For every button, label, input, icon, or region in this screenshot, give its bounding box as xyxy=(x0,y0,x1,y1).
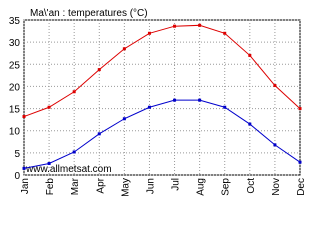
x-tick-label: Apr xyxy=(95,177,106,193)
x-tick-label: Dec xyxy=(296,178,305,196)
point-marker xyxy=(198,98,202,102)
y-tick-label: 35 xyxy=(9,16,21,27)
series-line xyxy=(23,99,301,169)
x-tick-label: Jan xyxy=(20,178,31,194)
point-marker xyxy=(47,105,51,109)
point-marker xyxy=(147,31,151,35)
chart: Ma\'an : temperatures (°C) 0 5 10 15 20 25 30 3… xyxy=(9,8,305,197)
y-tick-label: 20 xyxy=(9,82,21,93)
point-marker xyxy=(122,117,126,121)
chart-title: Ma\'an : temperatures (°C) xyxy=(30,8,148,19)
point-marker xyxy=(198,23,202,27)
x-tick-label: Mar xyxy=(70,177,81,195)
y-tick-label: 30 xyxy=(9,38,21,49)
point-marker xyxy=(97,68,101,72)
point-marker xyxy=(248,122,252,126)
x-tick-label: Jun xyxy=(145,178,156,194)
x-tick-label: May xyxy=(120,178,131,197)
watermark: www.allmetsat.com xyxy=(25,164,112,175)
point-marker xyxy=(173,98,177,102)
x-tick-label: Jul xyxy=(171,178,182,191)
point-marker xyxy=(273,143,277,147)
point-marker xyxy=(97,132,101,136)
point-marker xyxy=(147,105,151,109)
point-marker xyxy=(22,115,26,119)
point-marker xyxy=(273,84,277,88)
y-tick-label: 25 xyxy=(9,60,21,71)
x-tick-label: Feb xyxy=(45,178,56,196)
y-tick-label: 0 xyxy=(14,171,20,182)
point-marker xyxy=(72,150,76,154)
x-tick-label: Nov xyxy=(271,178,282,196)
point-marker xyxy=(248,53,252,57)
plot-area xyxy=(23,19,301,176)
y-tick-label: 5 xyxy=(14,149,20,160)
point-marker xyxy=(122,47,126,51)
point-marker xyxy=(173,24,177,28)
point-marker xyxy=(22,166,26,170)
point-marker xyxy=(72,90,76,94)
x-tick-label: Aug xyxy=(196,178,207,196)
point-marker xyxy=(223,31,227,35)
point-marker xyxy=(47,161,51,165)
point-marker xyxy=(298,160,302,164)
x-tick-label: Oct xyxy=(246,178,257,194)
point-marker xyxy=(298,107,302,111)
point-marker xyxy=(223,105,227,109)
x-tick-label: Sep xyxy=(221,178,232,196)
y-tick-label: 15 xyxy=(9,105,21,116)
series-line xyxy=(23,24,301,118)
y-tick-label: 10 xyxy=(9,127,21,138)
